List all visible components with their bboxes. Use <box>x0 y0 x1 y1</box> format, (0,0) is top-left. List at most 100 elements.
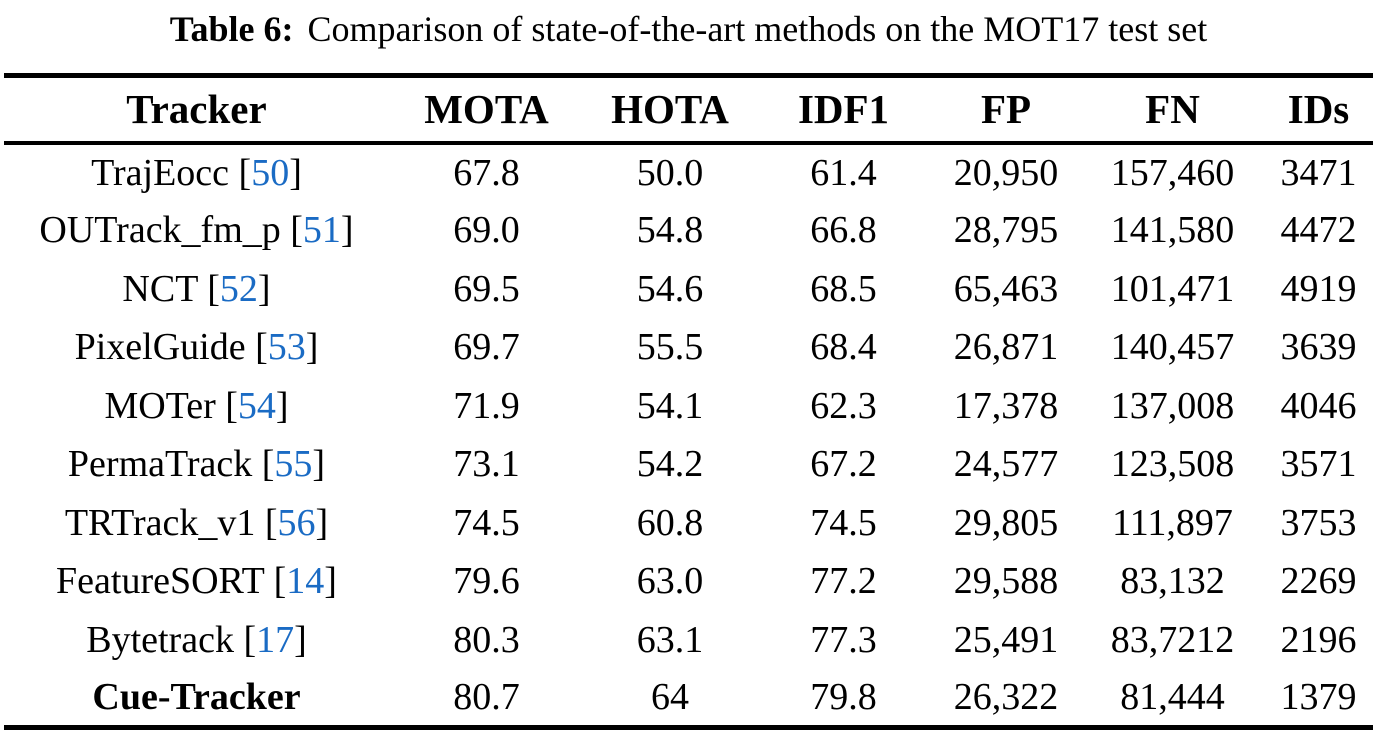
cell-tracker: MOTer [54] <box>104 384 289 427</box>
citation-ref[interactable]: 50 <box>251 151 290 194</box>
cell-mota: 69.0 <box>453 209 520 252</box>
cell-fp: 28,795 <box>953 209 1059 252</box>
cell-ids: 4472 <box>1280 209 1357 252</box>
cell-fn: 140,457 <box>1110 326 1235 369</box>
table-row: NCT [52] 69.5 54.6 68.5 65,463 101,471 4919 <box>4 260 1373 319</box>
citation-ref[interactable]: 56 <box>277 501 316 544</box>
cell-fn: 101,471 <box>1110 267 1235 310</box>
table-row: Bytetrack [17] 80.3 63.1 77.3 25,491 83,7212 2… <box>4 611 1373 670</box>
cell-ids: 4919 <box>1280 267 1357 310</box>
cell-mota: 67.8 <box>453 151 520 194</box>
cell-idf1: 68.5 <box>810 267 877 310</box>
table-body: TrajEocc [50] 67.8 50.0 61.4 20,950 157,460 34… <box>4 143 1373 728</box>
results-table: Tracker MOTA HOTA IDF1 FP FN IDs TrajEoc… <box>4 73 1373 730</box>
cell-hota: 54.2 <box>636 443 704 486</box>
table-row: Cue-Tracker 80.7 64 79.8 26,322 81,444 1379 <box>4 669 1373 728</box>
cell-fp: 26,871 <box>953 326 1059 369</box>
cell-hota: 50.0 <box>636 151 704 194</box>
cell-idf1: 66.8 <box>810 209 877 252</box>
cell-fn: 141,580 <box>1110 209 1235 252</box>
citation-ref[interactable]: 52 <box>219 267 258 310</box>
citation-ref[interactable]: 55 <box>274 443 313 486</box>
tracker-name: MOTer <box>104 384 216 427</box>
cell-fp: 20,950 <box>953 151 1059 194</box>
cell-idf1: 79.8 <box>810 676 877 718</box>
cell-fp: 17,378 <box>953 384 1059 427</box>
cell-tracker: TrajEocc [50] <box>91 151 302 194</box>
tracker-name: PermaTrack <box>67 443 253 486</box>
cell-mota: 79.6 <box>453 560 520 603</box>
table-caption-label: Table 6: <box>169 9 294 49</box>
tracker-name: TRTrack_v1 <box>64 501 256 544</box>
tracker-name: OUTrack_fm_p <box>39 209 281 252</box>
table-row: MOTer [54] 71.9 54.1 62.3 17,378 137,008 4046 <box>4 377 1373 436</box>
cell-mota: 74.5 <box>453 501 520 544</box>
cell-fp: 24,577 <box>953 443 1059 486</box>
cell-mota: 80.7 <box>453 676 520 718</box>
cell-fp: 29,805 <box>953 501 1059 544</box>
tracker-name: TrajEocc <box>91 151 230 194</box>
column-header-hota: HOTA <box>611 86 729 133</box>
tracker-name: NCT <box>122 267 198 310</box>
cell-hota: 54.1 <box>636 384 704 427</box>
column-header-ids: IDs <box>1287 86 1350 133</box>
cell-mota: 71.9 <box>453 384 520 427</box>
table-row: FeatureSORT [14] 79.6 63.0 77.2 29,588 83,132… <box>4 552 1373 611</box>
cell-ids: 2269 <box>1280 560 1357 603</box>
column-header-fp: FP <box>980 86 1032 133</box>
table-caption: Table 6: Comparison of state-of-the-art m… <box>0 0 1377 70</box>
cell-hota: 63.0 <box>636 560 704 603</box>
tracker-name: PixelGuide <box>74 326 246 369</box>
tracker-name: FeatureSORT <box>56 560 265 603</box>
table-row: TRTrack_v1 [56] 74.5 60.8 74.5 29,805 111,897… <box>4 494 1373 553</box>
column-header-tracker: Tracker <box>126 86 267 133</box>
cell-tracker: NCT [52] <box>122 267 271 310</box>
header-row: Tracker MOTA HOTA IDF1 FP FN IDs <box>4 76 1373 143</box>
table-row: PermaTrack [55] 73.1 54.2 67.2 24,577 123,508… <box>4 435 1373 494</box>
cell-mota: 69.7 <box>453 326 520 369</box>
table-caption-text: Comparison of state-of-the-art methods o… <box>307 9 1208 49</box>
cell-hota: 54.6 <box>636 267 704 310</box>
cell-idf1: 74.5 <box>810 501 877 544</box>
cell-fp: 65,463 <box>953 267 1059 310</box>
column-header-fn: FN <box>1145 86 1200 133</box>
cell-mota: 80.3 <box>453 618 520 661</box>
citation-ref[interactable]: 17 <box>256 618 295 661</box>
tracker-name: Bytetrack <box>86 618 234 661</box>
cell-hota: 63.1 <box>636 618 704 661</box>
column-header-mota: MOTA <box>424 86 549 133</box>
cell-fn: 83,132 <box>1120 560 1225 603</box>
cell-hota: 64 <box>651 676 689 718</box>
cell-ids: 4046 <box>1280 384 1357 427</box>
cell-tracker: FeatureSORT [14] <box>56 560 337 603</box>
cell-ids: 3571 <box>1280 443 1357 486</box>
cell-idf1: 77.3 <box>810 618 877 661</box>
cell-fn: 111,897 <box>1112 501 1233 544</box>
cell-ids: 3753 <box>1280 501 1357 544</box>
cell-ids: 2196 <box>1280 618 1357 661</box>
cell-idf1: 68.4 <box>810 326 877 369</box>
cell-ids: 3471 <box>1280 151 1357 194</box>
cell-fp: 29,588 <box>953 560 1059 603</box>
citation-ref[interactable]: 53 <box>267 326 306 369</box>
table-row: OUTrack_fm_p [51] 69.0 54.8 66.8 28,795 141,5… <box>4 201 1373 260</box>
citation-ref[interactable]: 51 <box>302 209 341 252</box>
cell-mota: 73.1 <box>453 443 520 486</box>
cell-hota: 54.8 <box>636 209 704 252</box>
table-row: PixelGuide [53] 69.7 55.5 68.4 26,871 140,457… <box>4 318 1373 377</box>
cell-fn: 157,460 <box>1110 151 1235 194</box>
cell-fn: 137,008 <box>1110 384 1235 427</box>
cell-idf1: 67.2 <box>810 443 877 486</box>
cell-idf1: 62.3 <box>810 384 877 427</box>
cell-tracker: Cue-Tracker <box>4 669 389 728</box>
cell-tracker: TRTrack_v1 [56] <box>64 501 329 544</box>
citation-ref[interactable]: 14 <box>286 560 325 603</box>
cell-hota: 55.5 <box>636 326 704 369</box>
cell-fn: 81,444 <box>1120 676 1225 718</box>
tracker-name: Cue-Tracker <box>92 676 301 718</box>
cell-hota: 60.8 <box>636 501 704 544</box>
cell-fn: 83,7212 <box>1110 618 1235 661</box>
cell-idf1: 61.4 <box>810 151 877 194</box>
column-header-idf1: IDF1 <box>797 86 890 133</box>
citation-ref[interactable]: 54 <box>237 384 276 427</box>
